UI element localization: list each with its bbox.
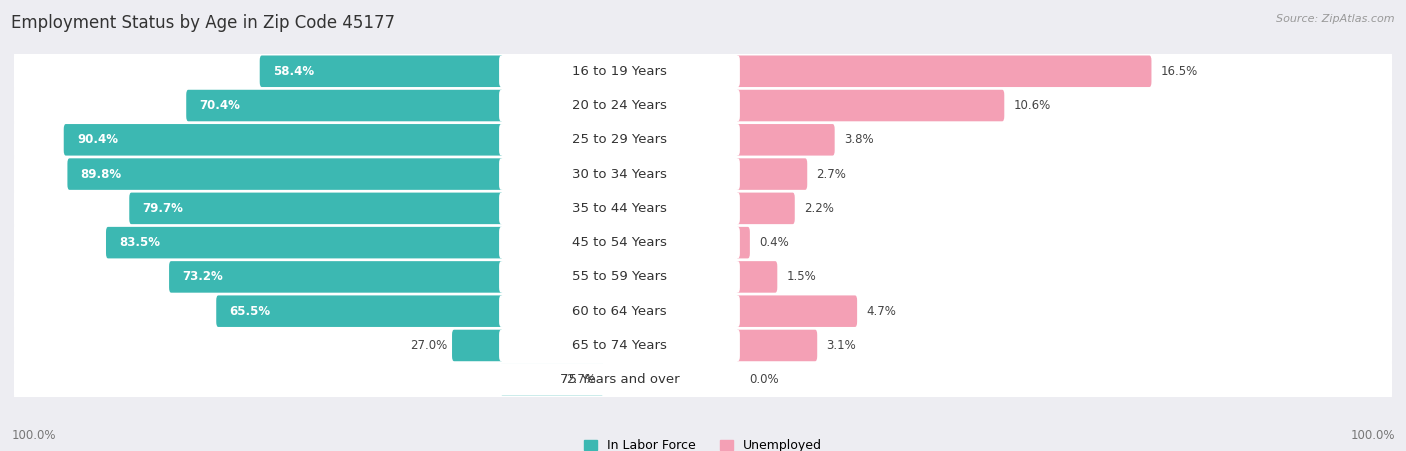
FancyBboxPatch shape — [14, 149, 1392, 199]
FancyBboxPatch shape — [217, 295, 503, 327]
FancyBboxPatch shape — [499, 330, 740, 361]
Text: 27.0%: 27.0% — [411, 339, 447, 352]
FancyBboxPatch shape — [63, 124, 503, 156]
Text: 3.8%: 3.8% — [844, 133, 873, 146]
FancyBboxPatch shape — [14, 80, 1392, 131]
Text: 83.5%: 83.5% — [120, 236, 160, 249]
FancyBboxPatch shape — [499, 55, 740, 87]
Text: 4.7%: 4.7% — [866, 305, 896, 318]
Text: 0.4%: 0.4% — [759, 236, 789, 249]
Text: Employment Status by Age in Zip Code 45177: Employment Status by Age in Zip Code 451… — [11, 14, 395, 32]
FancyBboxPatch shape — [499, 364, 740, 396]
FancyBboxPatch shape — [14, 286, 1392, 336]
Text: 16.5%: 16.5% — [1160, 65, 1198, 78]
FancyBboxPatch shape — [260, 55, 503, 87]
FancyBboxPatch shape — [735, 55, 1152, 87]
Text: 2.7%: 2.7% — [567, 373, 596, 386]
FancyBboxPatch shape — [169, 261, 503, 293]
FancyBboxPatch shape — [735, 330, 817, 361]
Text: 10.6%: 10.6% — [1014, 99, 1050, 112]
Text: 16 to 19 Years: 16 to 19 Years — [572, 65, 666, 78]
Text: 90.4%: 90.4% — [77, 133, 118, 146]
FancyBboxPatch shape — [14, 320, 1392, 371]
Text: 70.4%: 70.4% — [200, 99, 240, 112]
FancyBboxPatch shape — [499, 124, 740, 156]
FancyBboxPatch shape — [67, 158, 503, 190]
FancyBboxPatch shape — [14, 46, 1392, 97]
Text: 79.7%: 79.7% — [142, 202, 183, 215]
Text: 100.0%: 100.0% — [1350, 429, 1395, 442]
FancyBboxPatch shape — [735, 90, 1004, 121]
Text: 3.1%: 3.1% — [827, 339, 856, 352]
FancyBboxPatch shape — [735, 193, 794, 224]
FancyBboxPatch shape — [14, 354, 1392, 405]
Text: 100.0%: 100.0% — [11, 429, 56, 442]
FancyBboxPatch shape — [499, 90, 740, 121]
Text: 30 to 34 Years: 30 to 34 Years — [572, 168, 666, 180]
FancyBboxPatch shape — [14, 115, 1392, 165]
FancyBboxPatch shape — [499, 193, 740, 224]
FancyBboxPatch shape — [14, 183, 1392, 234]
FancyBboxPatch shape — [501, 364, 603, 396]
Text: 0.0%: 0.0% — [749, 373, 779, 386]
Text: 73.2%: 73.2% — [183, 271, 224, 283]
FancyBboxPatch shape — [499, 295, 740, 327]
Legend: In Labor Force, Unemployed: In Labor Force, Unemployed — [583, 439, 823, 451]
FancyBboxPatch shape — [14, 252, 1392, 302]
Text: 1.5%: 1.5% — [786, 271, 815, 283]
FancyBboxPatch shape — [453, 330, 503, 361]
Text: 58.4%: 58.4% — [273, 65, 314, 78]
Text: 45 to 54 Years: 45 to 54 Years — [572, 236, 666, 249]
FancyBboxPatch shape — [14, 217, 1392, 268]
FancyBboxPatch shape — [499, 158, 740, 190]
Text: 20 to 24 Years: 20 to 24 Years — [572, 99, 666, 112]
FancyBboxPatch shape — [105, 227, 503, 258]
Text: 89.8%: 89.8% — [80, 168, 122, 180]
Text: 55 to 59 Years: 55 to 59 Years — [572, 271, 666, 283]
FancyBboxPatch shape — [129, 193, 503, 224]
FancyBboxPatch shape — [735, 261, 778, 293]
FancyBboxPatch shape — [499, 261, 740, 293]
FancyBboxPatch shape — [735, 295, 858, 327]
FancyBboxPatch shape — [186, 90, 503, 121]
Text: 60 to 64 Years: 60 to 64 Years — [572, 305, 666, 318]
Text: Source: ZipAtlas.com: Source: ZipAtlas.com — [1277, 14, 1395, 23]
FancyBboxPatch shape — [499, 227, 740, 258]
FancyBboxPatch shape — [735, 158, 807, 190]
Text: 75 Years and over: 75 Years and over — [560, 373, 679, 386]
FancyBboxPatch shape — [735, 124, 835, 156]
Text: 25 to 29 Years: 25 to 29 Years — [572, 133, 666, 146]
Text: 65 to 74 Years: 65 to 74 Years — [572, 339, 666, 352]
Text: 65.5%: 65.5% — [229, 305, 270, 318]
Text: 35 to 44 Years: 35 to 44 Years — [572, 202, 666, 215]
Text: 2.2%: 2.2% — [804, 202, 834, 215]
FancyBboxPatch shape — [735, 227, 749, 258]
Text: 2.7%: 2.7% — [817, 168, 846, 180]
